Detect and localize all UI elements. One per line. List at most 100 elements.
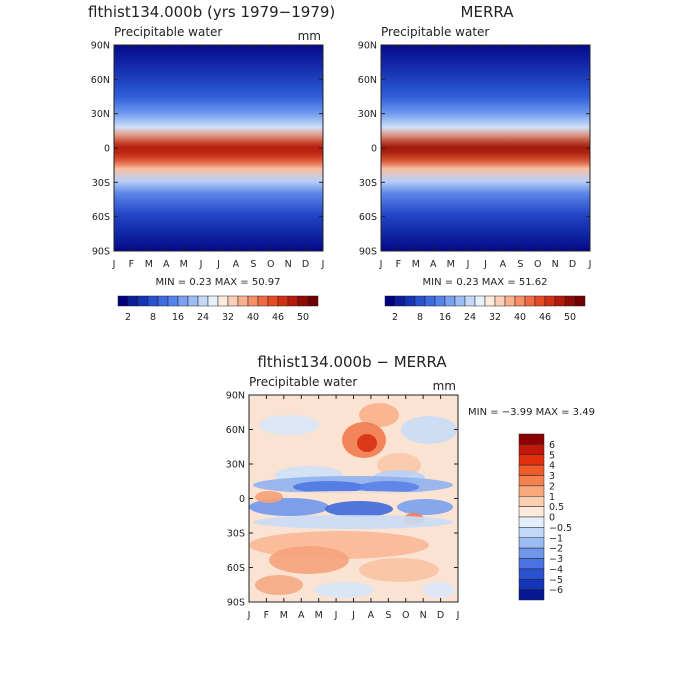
x-tick-label: F: [129, 259, 134, 270]
colorbar-swatch: [464, 295, 476, 307]
panel-model-stats: MIN = 0.23 MAX = 50.97: [156, 277, 281, 288]
anomaly-region: [255, 491, 283, 503]
colorbar-swatch: [518, 444, 545, 455]
x-tick-label: S: [385, 610, 391, 621]
x-tick-label: N: [285, 259, 292, 270]
y-tick-label: 30N: [226, 460, 245, 471]
colorbar-swatch: [227, 295, 239, 307]
panel-model-units: mm: [298, 29, 321, 43]
colorbar-swatch: [518, 516, 545, 528]
y-tick-label: 30N: [91, 109, 110, 120]
colorbar-swatch: [474, 295, 486, 307]
colorbar-swatch: [424, 295, 436, 307]
colorbar-label: 46: [539, 312, 551, 323]
colorbar-label: −0.5: [549, 523, 572, 534]
colorbar-label: −1: [549, 533, 563, 544]
panel-model-itcz-band: [114, 45, 323, 251]
x-tick-label: J: [456, 610, 460, 621]
x-tick-label: J: [588, 259, 592, 270]
x-tick-label: S: [517, 259, 523, 270]
anomaly-region: [269, 546, 349, 574]
colorbar-swatch: [518, 558, 545, 570]
x-tick-label: O: [534, 259, 541, 270]
x-tick-label: D: [569, 259, 576, 270]
colorbar-label: −6: [549, 585, 563, 596]
anomaly-region: [357, 434, 377, 452]
anomaly-region: [359, 558, 439, 582]
colorbar-label: 50: [297, 312, 309, 323]
x-tick-label: J: [216, 259, 220, 270]
colorbar-swatch: [518, 496, 545, 507]
colorbar-swatch: [147, 295, 159, 307]
anomaly-region: [423, 582, 455, 598]
colorbar-label: −4: [549, 564, 563, 575]
x-tick-label: F: [396, 259, 401, 270]
panel-model: flthist134.000b (yrs 1979−1979) Precipit…: [88, 3, 335, 323]
colorbar-label: 4: [549, 461, 555, 472]
y-tick-label: 90N: [358, 41, 377, 52]
x-tick-label: J: [199, 259, 203, 270]
x-tick-label: A: [233, 259, 240, 270]
y-tick-label: 60N: [358, 75, 377, 86]
colorbar-label: 16: [439, 312, 451, 323]
colorbar-swatch: [518, 433, 545, 445]
colorbar-label: 32: [222, 312, 234, 323]
colorbar-swatch: [257, 295, 269, 307]
anomaly-region: [253, 515, 453, 529]
y-tick-label: 60S: [359, 212, 377, 223]
panel-diff-units: mm: [433, 379, 456, 393]
x-tick-label: J: [483, 259, 487, 270]
x-tick-label: J: [379, 259, 383, 270]
colorbar-swatch: [384, 295, 396, 307]
colorbar-label: 2: [125, 312, 131, 323]
panel-model-y-ticks: 90N 60N 30N 0 30S 60S 90S: [91, 41, 323, 258]
colorbar-swatch: [137, 295, 149, 307]
y-tick-label: 30S: [227, 529, 245, 540]
anomaly-region: [359, 403, 399, 427]
x-tick-label: J: [112, 259, 116, 270]
y-tick-label: 30S: [92, 178, 110, 189]
colorbar-label: 40: [247, 312, 259, 323]
panel-merra-title: MERRA: [461, 3, 515, 21]
panel-model-title: flthist134.000b (yrs 1979−1979): [88, 3, 335, 21]
colorbar-swatch: [518, 454, 545, 466]
colorbar-swatch: [267, 295, 279, 307]
panel-merra-subtitle: Precipitable water: [381, 25, 489, 39]
x-tick-label: M: [180, 259, 188, 270]
colorbar-swatch: [307, 295, 319, 307]
y-tick-label: 90S: [359, 247, 377, 258]
panel-diff-subtitle: Precipitable water: [249, 375, 357, 389]
colorbar-label: 0: [549, 513, 555, 524]
x-tick-label: D: [302, 259, 309, 270]
colorbar-swatch: [217, 295, 229, 307]
x-tick-label: S: [250, 259, 256, 270]
colorbar-label: 16: [172, 312, 184, 323]
colorbar-label: −2: [549, 544, 563, 555]
colorbar-swatch: [518, 568, 545, 580]
colorbar-swatch: [518, 547, 545, 559]
colorbar-swatch: [454, 295, 466, 307]
x-tick-label: M: [145, 259, 153, 270]
anomaly-region: [314, 582, 374, 598]
x-tick-label: D: [437, 610, 444, 621]
colorbar-label: 5: [549, 450, 555, 461]
panel-merra-stats: MIN = 0.23 MAX = 51.62: [423, 277, 548, 288]
x-tick-label: A: [500, 259, 507, 270]
colorbar-label: 2: [549, 481, 555, 492]
colorbar-swatch: [518, 485, 545, 497]
panel-diff: flthist134.000b − MERRA Precipitable wat…: [226, 353, 595, 621]
colorbar-swatch: [574, 295, 586, 307]
colorbar-label: 3: [549, 471, 555, 482]
y-tick-label: 90N: [226, 391, 245, 402]
x-tick-label: J: [334, 610, 338, 621]
colorbar-swatch: [444, 295, 456, 307]
colorbar-swatch: [187, 295, 199, 307]
colorbar-swatch: [504, 295, 516, 307]
panel-merra: MERRA Precipitable water 90N 60N 30N 0 30S 60…: [358, 3, 592, 323]
colorbar-label: −5: [549, 575, 563, 586]
x-tick-label: A: [298, 610, 305, 621]
colorbar-swatch: [414, 295, 426, 307]
